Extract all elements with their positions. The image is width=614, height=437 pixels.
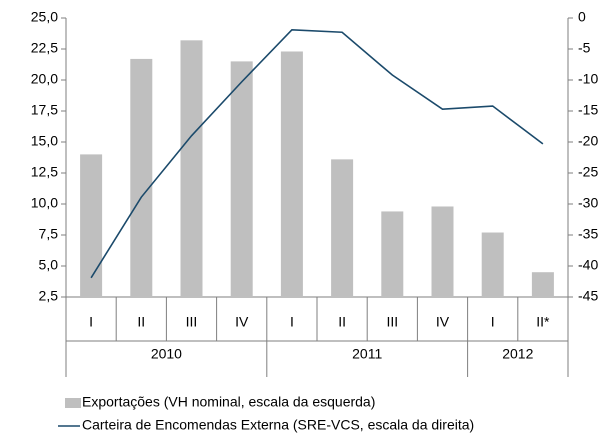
bar (331, 159, 354, 297)
x-tick-label: I (290, 314, 294, 330)
x-tick-label: IV (436, 314, 450, 330)
y-tick-label: 20,0 (31, 71, 58, 87)
y-tick-label: 17,5 (31, 102, 58, 118)
legend-label: Carteira de Encomendas Externa (SRE-VCS,… (82, 417, 474, 433)
y2-tick-label: -10 (578, 71, 598, 87)
x-tick-label: III (386, 314, 398, 330)
x-tick-label: II (338, 314, 346, 330)
y2-tick-label: -40 (578, 257, 598, 273)
x-tick-label: I (89, 314, 93, 330)
y2-tick-label: -20 (578, 133, 598, 149)
y2-tick-label: -35 (578, 226, 598, 242)
group-label: 2011 (352, 346, 382, 362)
group-label: 2010 (151, 346, 182, 362)
group-label: 2012 (502, 346, 533, 362)
line (90, 28, 544, 279)
y2-tick-label: -5 (578, 40, 591, 56)
bar (80, 154, 103, 297)
bar (481, 232, 504, 297)
y2-tick-label: -25 (578, 164, 598, 180)
bar (230, 61, 253, 298)
y-tick-label: 12,5 (31, 164, 58, 180)
bar (180, 40, 203, 297)
y2-tick-label: -15 (578, 102, 598, 118)
bar (381, 211, 404, 297)
legend-swatch (65, 398, 81, 408)
bar (431, 206, 454, 297)
x-tick-label: I (491, 314, 495, 330)
bar (531, 272, 554, 297)
y-tick-label: 15,0 (31, 133, 58, 149)
y-tick-label: 2,5 (39, 288, 59, 304)
y-tick-label: 25,0 (31, 9, 58, 25)
bar (130, 58, 153, 297)
x-tick-label: III (186, 314, 198, 330)
x-tick-label: II (137, 314, 145, 330)
x-tick-label: IV (235, 314, 249, 330)
y-tick-label: 7,5 (39, 226, 59, 242)
bar (280, 51, 303, 298)
y-tick-label: 22,5 (31, 40, 58, 56)
y2-tick-label: -30 (578, 195, 598, 211)
y2-tick-label: 0 (578, 9, 586, 25)
y2-tick-label: -45 (578, 288, 598, 304)
x-tick-label: II* (536, 314, 550, 330)
legend-label: Exportações (VH nominal, escala da esque… (82, 394, 375, 410)
y-tick-label: 10,0 (31, 195, 58, 211)
y-tick-label: 5,0 (39, 257, 59, 273)
